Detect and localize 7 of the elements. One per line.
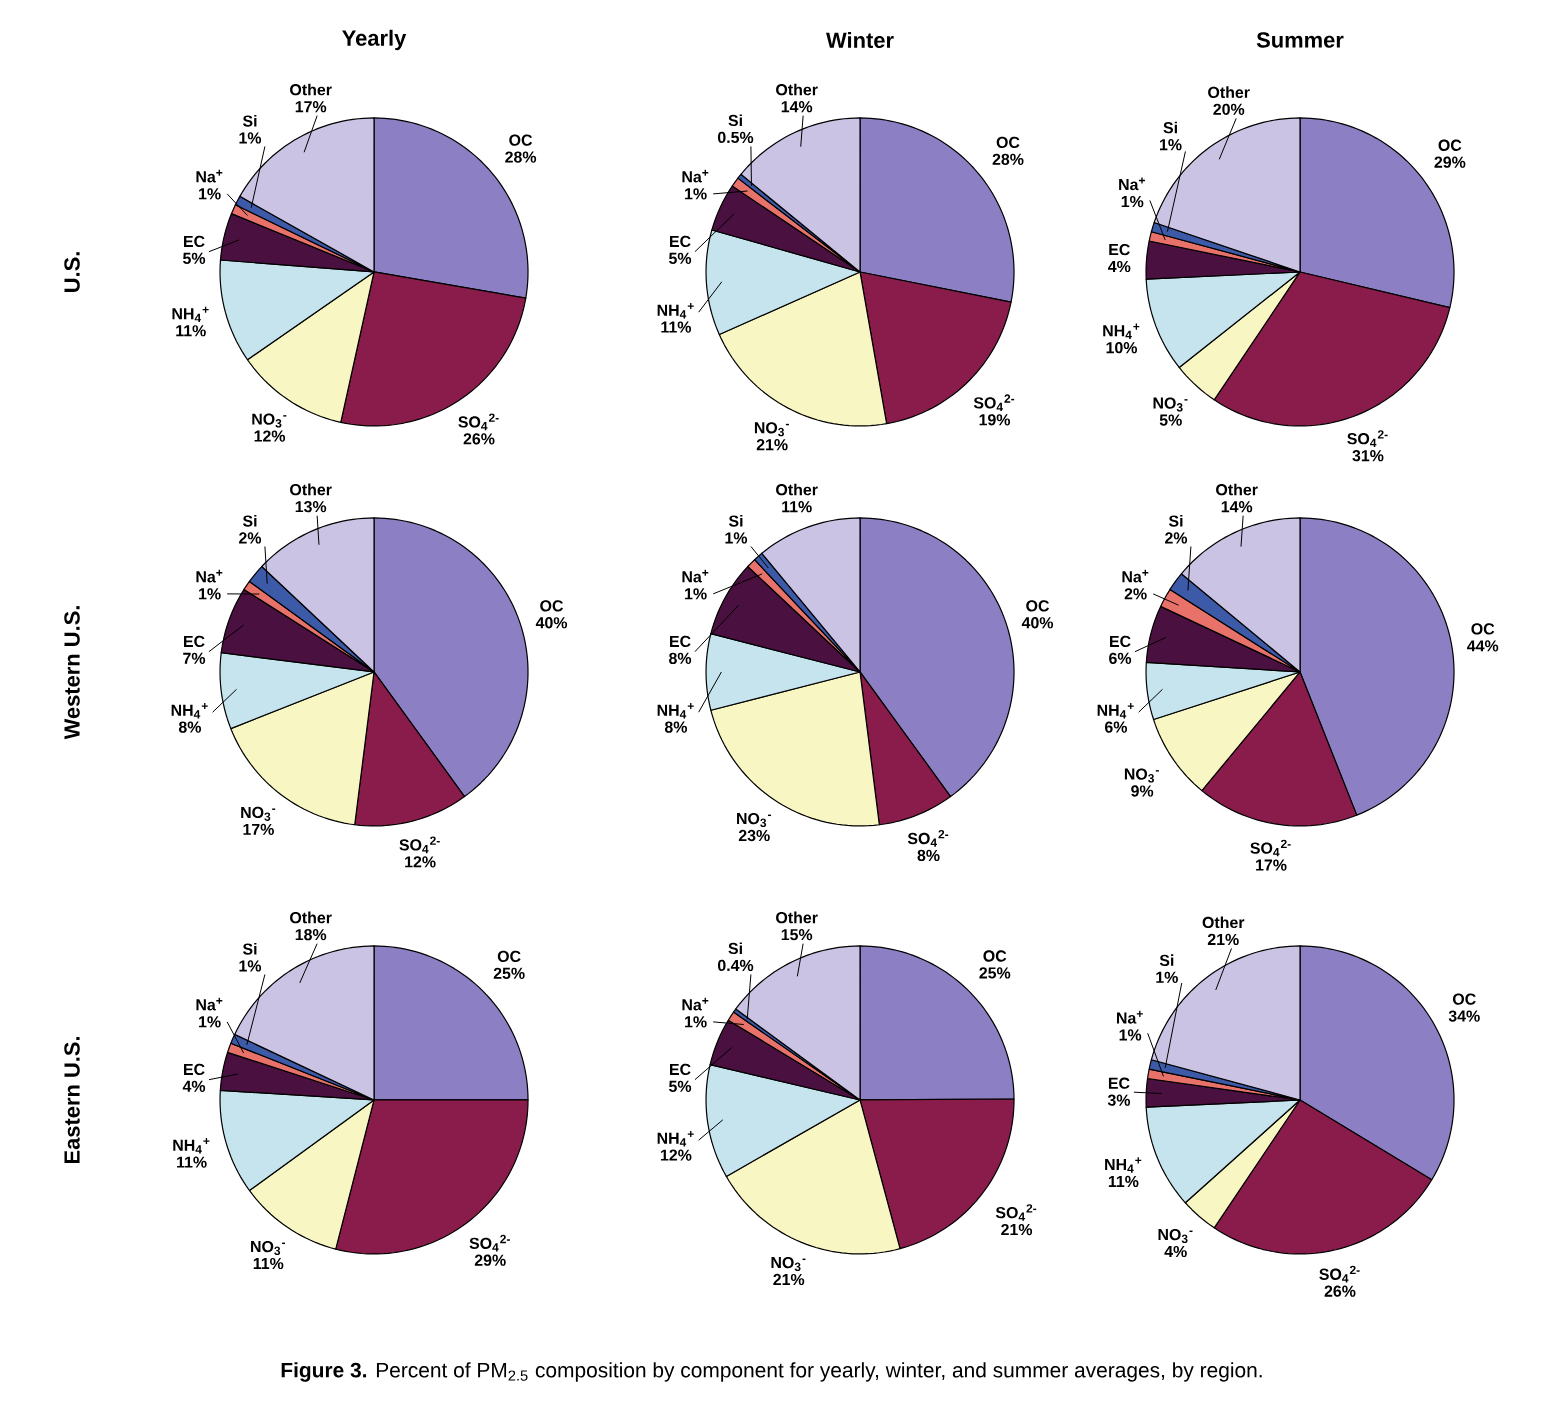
chart-title: Summer bbox=[1256, 32, 1344, 48]
text: Figure 3. Percent of PM$_{2.5}$ composition by component for yearly, winter, and summer averages, by region. bbox=[281, 1362, 1262, 1382]
text: Western U.S. bbox=[64, 606, 80, 740]
text: Eastern U.S. bbox=[64, 1036, 80, 1164]
chart-title: Winter bbox=[826, 31, 894, 49]
chart-title: Yearly bbox=[342, 29, 407, 51]
text: U.S. bbox=[64, 252, 80, 292]
